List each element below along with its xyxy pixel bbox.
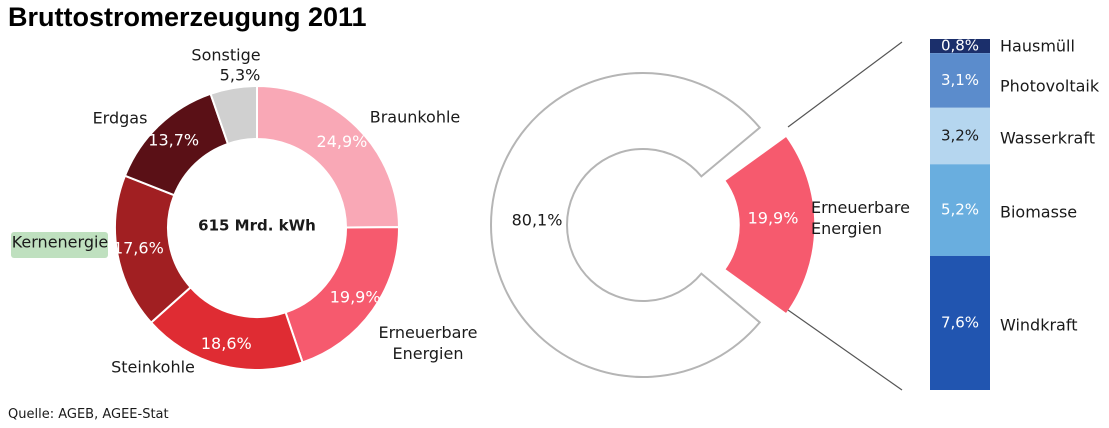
bar-segment-windkraft: [930, 255, 990, 390]
page-title: Bruttostromerzeugung 2011: [8, 2, 367, 32]
ring-slice-erneuerbare-energien: [723, 134, 816, 316]
donut-slice-sonstige: [209, 84, 258, 146]
bar-name-hausmuell: Hausmüll: [1000, 37, 1075, 56]
ring-value-erneuerbare-energien: 19,9%: [748, 209, 799, 228]
ring-value-rest: 80,1%: [512, 211, 563, 230]
donut-name-sonstige: Sonstige: [191, 46, 260, 65]
donut-name-erdgas: Erdgas: [93, 109, 148, 128]
donut-value-braunkohle: 24,9%: [317, 132, 368, 151]
bar-value-windkraft: 7,6%: [941, 313, 979, 331]
bar-segment-biomasse: [930, 164, 990, 256]
donut-center-label: 615 Mrd. kWh: [198, 217, 316, 235]
donut-value-erdgas: 13,7%: [148, 130, 199, 149]
bar-value-photovoltaik: 3,1%: [941, 71, 979, 89]
bar-name-photovoltaik: Photovoltaik: [1000, 77, 1100, 96]
kernenergie-highlight: [11, 232, 108, 258]
bar-name-biomasse: Biomasse: [1000, 203, 1077, 222]
ring-slice-rest: [490, 72, 762, 378]
bar-value-hausmuell: 0,8%: [941, 37, 979, 55]
donut-value-erneuerbare-energien: 19,9%: [330, 287, 381, 306]
donut-name-braunkohle: Braunkohle: [370, 108, 461, 127]
donut-slice-braunkohle: [256, 84, 401, 229]
connector-line-top: [787, 41, 903, 128]
donut-name-steinkohle: Steinkohle: [111, 358, 195, 377]
donut-value-kernenergie: 17,6%: [113, 239, 164, 258]
donut-value-sonstige: 5,3%: [220, 66, 261, 85]
donut-name-kernenergie: Kernenergie: [12, 233, 109, 252]
bar-value-biomasse: 5,2%: [941, 201, 979, 219]
ring-name-erneuerbare-energien: Erneuerbare Energien: [811, 198, 910, 238]
bar-name-windkraft: Windkraft: [1000, 315, 1077, 334]
bar-segment-wasserkraft: [930, 107, 990, 165]
connector-line-bottom: [787, 309, 903, 391]
source-note: Quelle: AGEB, AGEE-Stat: [8, 407, 169, 422]
donut-name-erneuerbare-energien: Erneuerbare EnergienErneuerbare Energien: [379, 323, 478, 363]
bar-name-wasserkraft: Wasserkraft: [1000, 129, 1095, 148]
bar-segment-hausmuell: [930, 39, 990, 54]
bar-segment-photovoltaik: [930, 53, 990, 108]
bar-value-wasserkraft: 3,2%: [941, 127, 979, 145]
donut-value-steinkohle: 18,6%: [201, 334, 252, 353]
